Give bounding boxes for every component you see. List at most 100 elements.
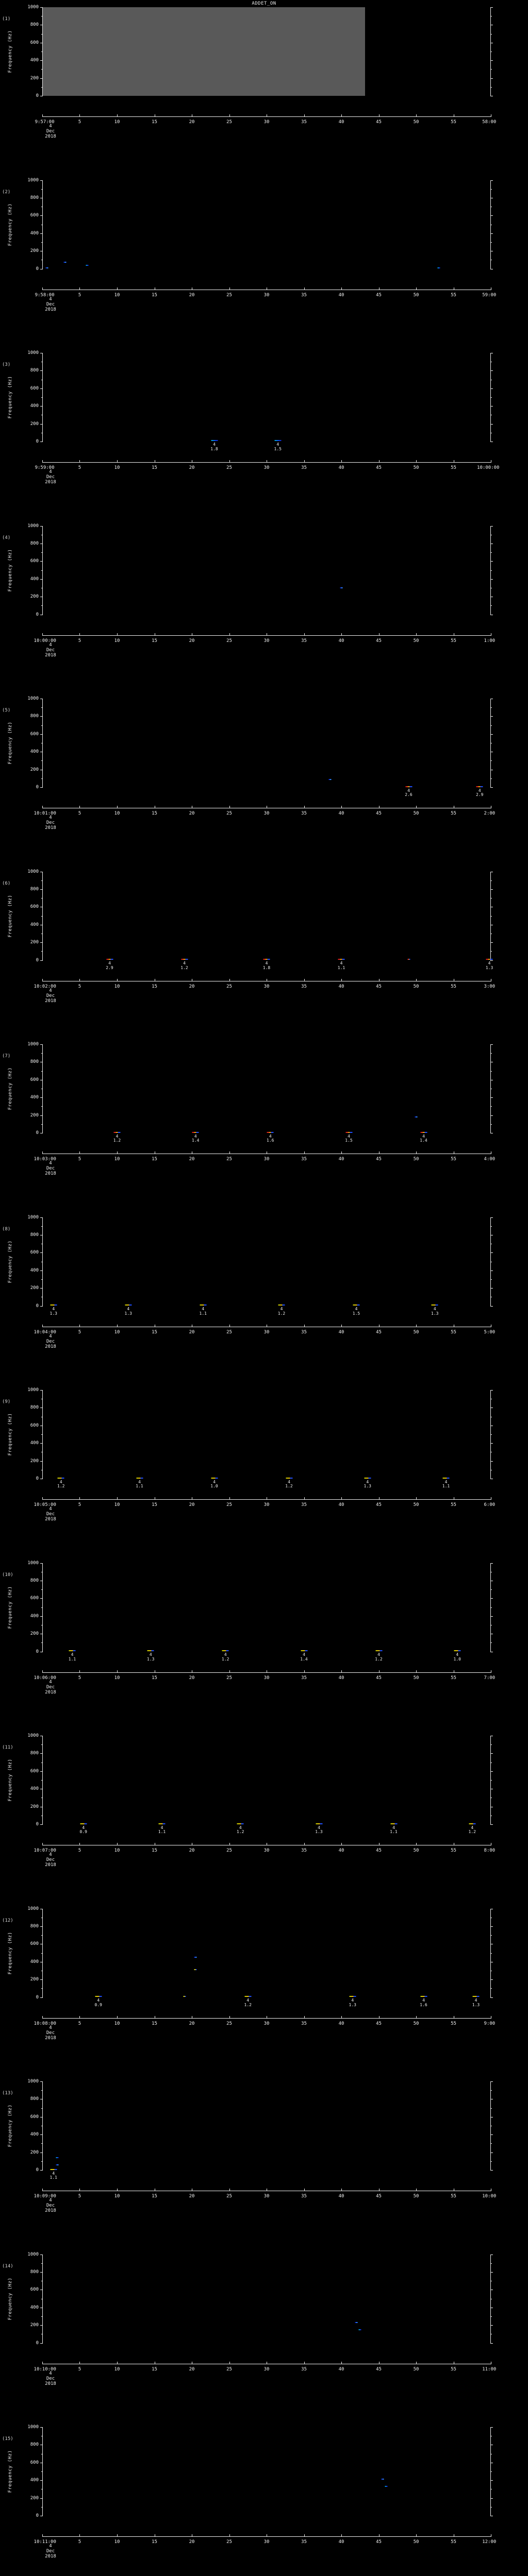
detection-marker[interactable]: [420, 1131, 427, 1133]
detection-marker[interactable]: [183, 1996, 186, 1997]
detection-marker[interactable]: [437, 267, 440, 269]
plot-area[interactable]: 0 200 400 600 800 1000 4 1.3 4 1.3 4 1.1 4 1.2 4 1.5 4 1.…: [27, 1215, 493, 1315]
y-axis-tick: [490, 87, 492, 88]
plot-area[interactable]: 0 200 400 600 800 1000 4 1.2 4 1.1 4 1.0 4 1.2 4 1.3 4 1.…: [27, 1387, 493, 1488]
detection-marker[interactable]: [278, 1304, 285, 1306]
plot-area[interactable]: 0 200 400 600 800 1000 4 2.9 4 1.2 4 1.8 4 1.1 4 1.3: [27, 869, 493, 970]
detection-marker[interactable]: [211, 440, 218, 442]
detection-marker[interactable]: [390, 1823, 397, 1824]
detection-marker[interactable]: [95, 1996, 102, 1997]
detection-marker[interactable]: [301, 1650, 307, 1652]
detection-marker[interactable]: [181, 959, 188, 960]
detection-marker[interactable]: [353, 1304, 360, 1306]
detection-marker[interactable]: [338, 959, 345, 960]
detection-marker[interactable]: [194, 1957, 197, 1958]
detection-marker[interactable]: [267, 1131, 274, 1133]
plot-area[interactable]: 0 200 400 600 800 1000 4 1.1 4 1.3 4 1.2 4 1.4 4 1.2 4 1.…: [27, 1561, 493, 1661]
y-axis-title: Frequency (Hz): [8, 1758, 13, 1802]
detection-marker[interactable]: [113, 1131, 121, 1133]
plot-area[interactable]: 0 200 400 600 800 1000 4 1.8 4 1.5: [27, 350, 493, 451]
detection-marker[interactable]: [454, 1650, 461, 1652]
plot-area[interactable]: 0 200 400 600 800 1000: [27, 5, 493, 98]
plot-area[interactable]: 0 200 400 600 800 1000 4 1.2 4 1.4 4 1.6 4 1.5 4 1.4: [27, 1042, 493, 1143]
detection-marker[interactable]: [405, 786, 412, 787]
y-axis-tick-label: 800: [30, 2442, 39, 2448]
y-axis-tick-label: 600: [30, 904, 39, 910]
detection-label: 4 0.9: [95, 1998, 102, 2007]
detection-marker[interactable]: [381, 2479, 384, 2480]
plot-area[interactable]: 0 200 400 600 800 1000 4 0.9 4 1.2 4 1.3 4 1.6 4 1.3: [27, 1906, 493, 2007]
detection-marker[interactable]: [355, 2321, 358, 2323]
detection-value: 1.2: [244, 2002, 252, 2007]
detection-marker[interactable]: [469, 1823, 476, 1824]
detection-marker[interactable]: [340, 587, 343, 588]
detection-marker[interactable]: [431, 1304, 438, 1306]
detection-marker[interactable]: [86, 265, 89, 266]
detection-marker[interactable]: [237, 1823, 244, 1824]
detection-marker[interactable]: [57, 1477, 64, 1479]
detection-marker[interactable]: [286, 1477, 292, 1479]
detection-marker[interactable]: [385, 2486, 388, 2487]
detection-marker[interactable]: [80, 1823, 87, 1824]
detection-marker[interactable]: [316, 1823, 322, 1824]
x-axis-tick-label: 5: [78, 465, 81, 470]
plot-area[interactable]: 0 200 400 600 800 1000 4 2.6 4 2.9: [27, 696, 493, 797]
detection-marker[interactable]: [358, 2329, 361, 2330]
detection-marker[interactable]: [63, 261, 66, 263]
detection-marker[interactable]: [328, 778, 332, 780]
detection-marker[interactable]: [442, 1477, 450, 1479]
detection-marker[interactable]: [106, 959, 113, 960]
detection-marker[interactable]: [147, 1650, 154, 1652]
detection-count: 4: [82, 1825, 85, 1830]
detection-marker[interactable]: [192, 1131, 199, 1133]
detection-marker[interactable]: [349, 1996, 356, 1997]
detection-marker[interactable]: [407, 959, 410, 960]
y-axis-tick: [41, 1053, 43, 1054]
plot-area[interactable]: 0 200 400 600 800 1000: [27, 178, 493, 272]
detection-marker[interactable]: [274, 440, 282, 442]
x-axis-tick: [304, 2361, 305, 2364]
x-axis-tick-label: 5: [78, 2194, 81, 2199]
detection-marker[interactable]: [486, 959, 493, 960]
y-axis-tick: [40, 1824, 43, 1825]
x-axis-tick: [117, 1497, 118, 1500]
detection-marker[interactable]: [50, 2168, 57, 2170]
detection-marker[interactable]: [136, 1477, 143, 1479]
detection-marker[interactable]: [50, 1304, 57, 1306]
x-axis-tick-label: 50: [413, 1329, 419, 1335]
detection-marker[interactable]: [56, 2164, 59, 2165]
plot-area[interactable]: 0 200 400 600 800 1000 4 1.1: [27, 2079, 493, 2180]
plot-area[interactable]: 0 200 400 600 800 1000: [27, 523, 493, 617]
detection-marker[interactable]: [158, 1823, 166, 1824]
detection-marker[interactable]: [200, 1304, 207, 1306]
y-axis-tick: [490, 1988, 492, 1989]
detection-marker[interactable]: [472, 1996, 480, 1997]
detection-marker[interactable]: [125, 1304, 132, 1306]
x-axis-tick-label: 10:06:00: [34, 1675, 56, 1681]
detection-label: 4 1.2: [237, 1825, 244, 1835]
detection-marker[interactable]: [364, 1477, 371, 1479]
detection-marker[interactable]: [244, 1996, 252, 1997]
detection-marker[interactable]: [375, 1650, 382, 1652]
date-line: 4: [49, 2198, 52, 2203]
plot-area[interactable]: 0 200 400 600 800 1000 4 0.9 4 1.1 4 1.2 4 1.3 4 1.1 4 1.…: [27, 1733, 493, 1834]
detection-marker[interactable]: [263, 959, 270, 960]
plot-area[interactable]: 0 200 400 600 800 1000: [27, 2252, 493, 2346]
x-axis-tick-label: 45: [376, 1502, 382, 1507]
detection-marker[interactable]: [211, 1477, 218, 1479]
detection-marker[interactable]: [345, 1131, 352, 1133]
detection-marker[interactable]: [222, 1650, 229, 1652]
detection-marker[interactable]: [45, 267, 48, 269]
x-axis-tick-label: 30: [263, 2194, 270, 2199]
detection-marker[interactable]: [476, 786, 483, 787]
detection-marker[interactable]: [69, 1650, 76, 1652]
x-axis-tick: [416, 2534, 417, 2537]
spectrogram-panel: 0 200 400 600 800 1000 Frequency (Hz) (1) 9:57:0…: [0, 5, 528, 140]
date-line: Dec: [46, 301, 55, 307]
x-axis-tick-label: 10:03:00: [34, 1157, 56, 1162]
plot-area[interactable]: 0 200 400 600 800 1000: [27, 2425, 493, 2518]
detection-marker[interactable]: [194, 1969, 197, 1971]
detection-marker[interactable]: [56, 2157, 59, 2158]
detection-marker[interactable]: [420, 1996, 427, 1997]
detection-marker[interactable]: [415, 1116, 418, 1118]
